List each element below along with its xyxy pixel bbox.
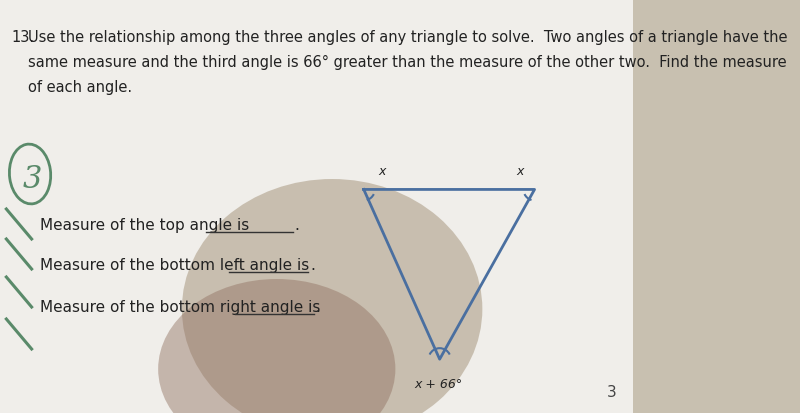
Text: .: . [315, 299, 320, 314]
Text: Measure of the top angle is: Measure of the top angle is [39, 218, 249, 233]
Ellipse shape [158, 279, 395, 413]
Ellipse shape [182, 180, 482, 413]
Text: x + 66°: x + 66° [414, 377, 462, 390]
Text: Measure of the bottom right angle is: Measure of the bottom right angle is [39, 299, 325, 314]
Text: 3: 3 [22, 164, 42, 195]
Text: x: x [516, 165, 523, 178]
Text: of each angle.: of each angle. [29, 80, 133, 95]
Text: Measure of the bottom left angle is: Measure of the bottom left angle is [39, 257, 314, 272]
Text: x: x [378, 165, 386, 178]
Text: Use the relationship among the three angles of any triangle to solve.  Two angle: Use the relationship among the three ang… [29, 30, 788, 45]
Text: 3: 3 [607, 384, 617, 399]
Text: .: . [294, 218, 299, 233]
Text: .: . [310, 257, 315, 272]
Text: same measure and the third angle is 66° greater than the measure of the other tw: same measure and the third angle is 66° … [29, 55, 787, 70]
Text: 13.: 13. [11, 30, 34, 45]
